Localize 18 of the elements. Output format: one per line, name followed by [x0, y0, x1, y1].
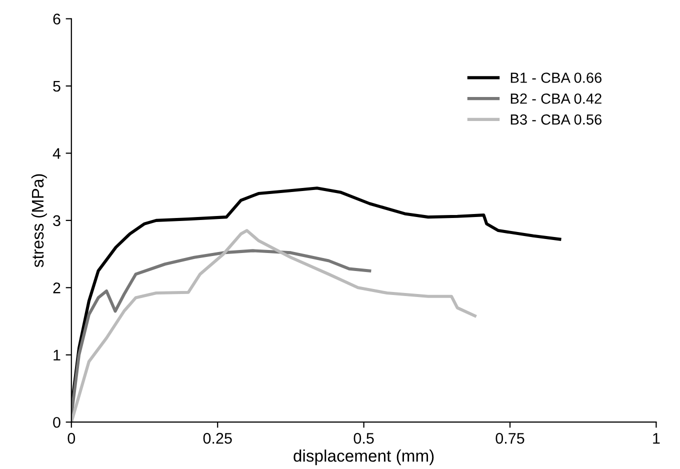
y-tick-label: 6: [53, 14, 60, 24]
y-tick-label: 4: [52, 148, 61, 159]
y-tick-label: 2: [53, 282, 60, 294]
y-tick-label: 0: [53, 416, 60, 428]
y-tick-label: 3: [53, 215, 60, 226]
y-tick-label: 1: [54, 350, 60, 360]
y-tick-label: 5: [53, 81, 60, 92]
x-tick-label: 0: [68, 432, 76, 444]
x-axis-title: displacement (mm): [294, 450, 434, 466]
line-series: [71, 228, 476, 422]
legend-label: B1 - CBA 0.66: [510, 72, 602, 83]
y-axis-title: stress (MPa): [31, 174, 47, 268]
x-tick-label: 0.25: [203, 432, 232, 444]
legend-label: B3 - CBA 0.56: [510, 114, 602, 125]
x-tick-label: 1: [653, 433, 660, 444]
x-tick-label: 0.5: [354, 432, 374, 444]
x-tick-label: 0.75: [496, 432, 524, 444]
legend-label: B2 - CBA 0.42: [510, 93, 602, 104]
